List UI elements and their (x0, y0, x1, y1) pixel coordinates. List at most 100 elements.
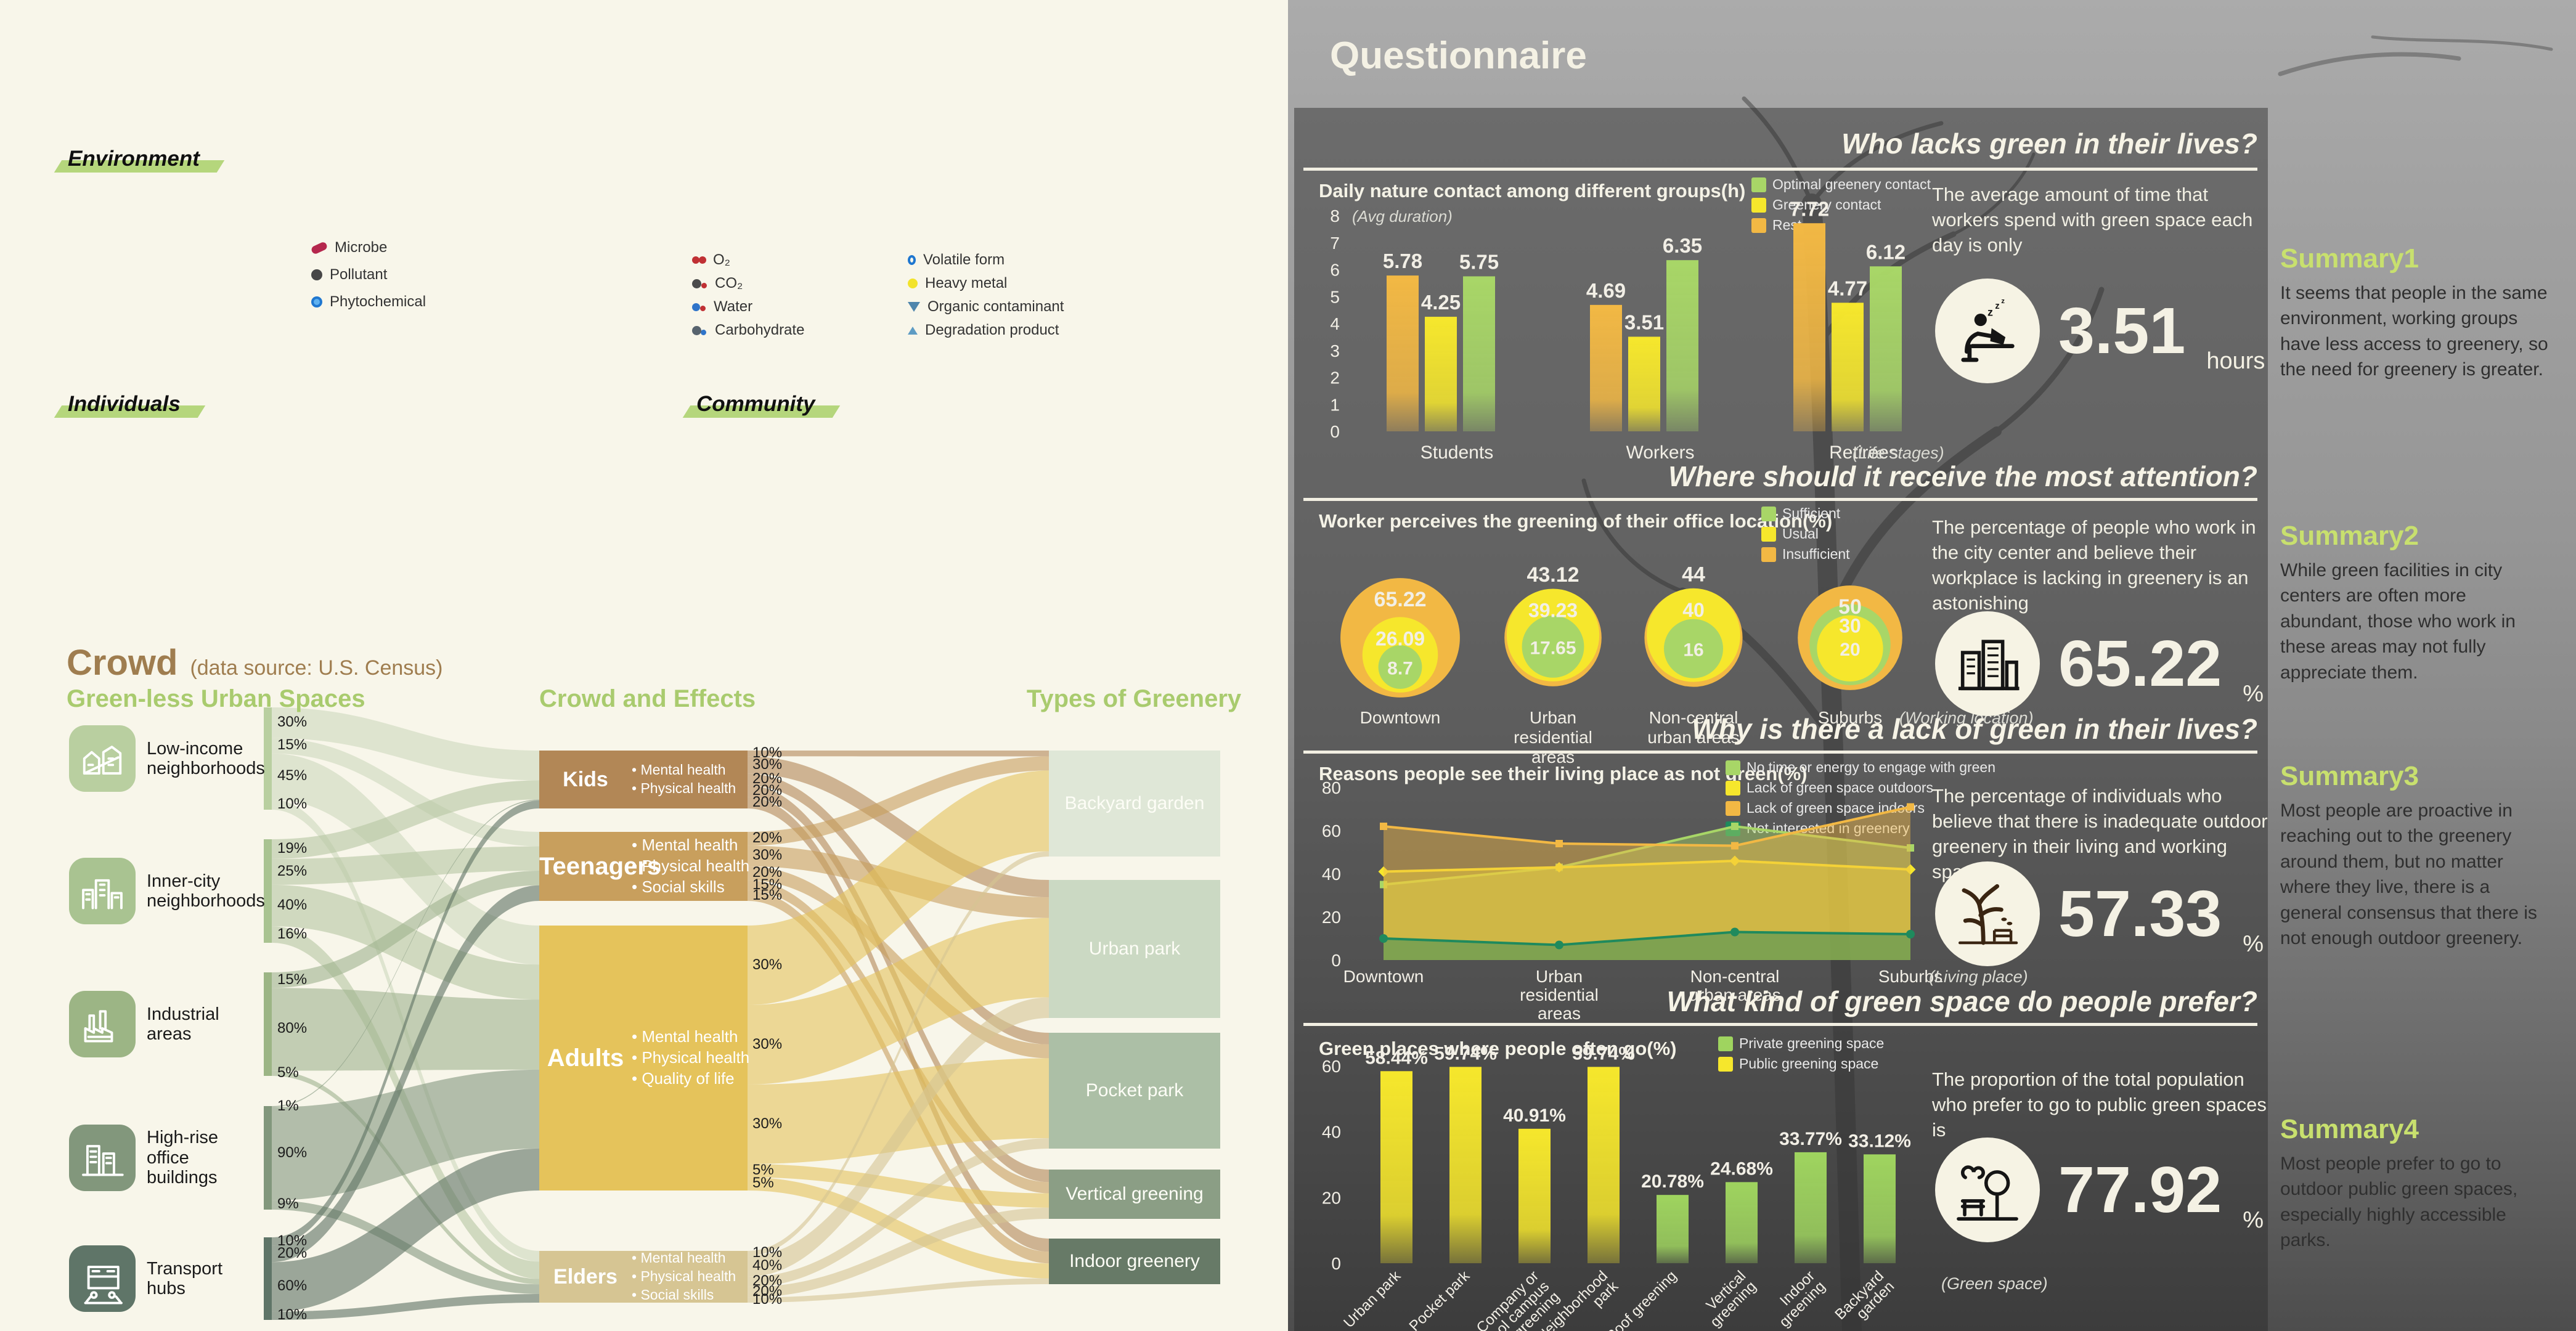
sankey-type-urban-park: Urban park (1049, 880, 1220, 1018)
crowd-title: Crowd (67, 643, 178, 683)
icon-glyph (84, 1010, 113, 1043)
path (1809, 121, 1944, 206)
flow-ribbon (748, 756, 1049, 846)
bubble-value: 43.12 (1526, 563, 1579, 587)
bar (1518, 1128, 1551, 1263)
bar-value: 5.78 (1383, 250, 1422, 272)
bubble-value: 40 (1682, 599, 1705, 621)
area-fill (1384, 932, 1910, 960)
heavy-metal-icon (908, 279, 918, 288)
sankey-group-out-pct: 30% (752, 1035, 783, 1052)
sankey-source-pct: 25% (277, 862, 308, 879)
sankey-group-out-pct: 20% (752, 864, 783, 881)
water-icon (692, 303, 700, 311)
bar-value: 58.44% (1365, 1048, 1428, 1068)
bar-value: 33.12% (1848, 1131, 1911, 1151)
marker-circle (1906, 930, 1915, 938)
flow-ribbon (748, 851, 1049, 1256)
bar-value: 7.72 (1790, 197, 1829, 220)
o2-icon (692, 256, 699, 264)
legend-item: Private greening space (1718, 1035, 1884, 1052)
bar (1832, 303, 1864, 431)
legend-label: Not interested in greenery (1747, 820, 1910, 836)
sankey-source-label: Transport hubs (147, 1258, 223, 1298)
stat4-value: 77.92 (2058, 1154, 2222, 1226)
sankey-group-kids: Kids • Mental health • Physical health (539, 751, 748, 808)
soil-legend: Volatile form Heavy metal Organic contamin… (908, 251, 1064, 339)
chart2-title: Worker perceives the greening of their o… (1319, 510, 1833, 532)
y-tick: 40 (1322, 1123, 1341, 1142)
y-axis-label: (Avg duration) (1352, 207, 1453, 226)
marker-square (1380, 823, 1387, 830)
legend-label: Water (714, 298, 753, 315)
icon-glyph (82, 879, 123, 910)
sankey-group-teenagers: Teenagers • Mental health • Physical healt… (539, 832, 749, 901)
summary4-text: Most people prefer to go to outdoor publ… (2280, 1154, 2518, 1251)
marker-square (1907, 803, 1914, 811)
bar (1590, 304, 1622, 431)
sankey-group-out-pct: 20% (752, 770, 783, 787)
area-fill (1384, 826, 1910, 960)
summary2-title: Summary2 (2280, 521, 2419, 551)
co2-icon (692, 279, 701, 288)
flow-ribbon (272, 988, 539, 1071)
sankey-source-label: Low-income neighborhoods (147, 738, 265, 778)
flow-ribbon (272, 871, 539, 988)
legend-label: Pollutant (330, 266, 388, 283)
group-label: Elders (553, 1264, 618, 1288)
sankey-group-out-pct: 20% (752, 781, 783, 799)
flow-ribbon (748, 1164, 1049, 1208)
withered-tree-icon (1935, 861, 2040, 966)
group-effects: • Mental health • Physical health • Qualit… (632, 1027, 749, 1089)
organic-icon (908, 302, 920, 312)
question-2: Where should it receive the most attenti… (1668, 460, 2257, 492)
x-category-line: Pocket park (1406, 1267, 1473, 1331)
bubble-category: Urban (1530, 708, 1576, 727)
y-tick: 80 (1322, 778, 1341, 797)
sankey-type-indoor-greenery: Indoor greenery (1049, 1239, 1220, 1284)
group-label: Teenagers (539, 852, 661, 880)
path (2278, 52, 2461, 76)
sankey-group-out-pct: 20% (752, 1283, 783, 1300)
y-tick: 8 (1330, 206, 1340, 226)
industrial-icon (84, 1010, 113, 1043)
group-effects: • Mental health • Physical health • Social… (632, 1249, 736, 1305)
marker-circle (1555, 940, 1563, 950)
sankey-source-pct: 10% (277, 1232, 308, 1249)
stat1-unit: hours (2206, 348, 2265, 374)
legend-label: Degradation product (925, 322, 1059, 338)
stat3: 57.33 % (1935, 861, 2264, 966)
legend-swatch (1751, 197, 1766, 213)
stat4: 77.92 % (1935, 1138, 2264, 1242)
sankey-flow-ribbons (272, 707, 1049, 1320)
worker-asleep-icon: z z z (1935, 279, 2040, 383)
path (2371, 35, 2553, 51)
sankey-group-out-pct: 20% (752, 829, 783, 847)
low-income-icon (83, 746, 122, 775)
bar (1864, 1154, 1896, 1263)
volatile-icon (908, 255, 916, 265)
svg-text:z: z (1987, 306, 1993, 318)
legend-item: Insufficient (1761, 546, 1850, 563)
sankey-source-pct: 15% (277, 736, 308, 754)
bar (1657, 1195, 1689, 1263)
bubble-category: Suburbs (1818, 708, 1882, 727)
legend-item: CO₂ (692, 275, 804, 292)
question-4: What kind of green space do people prefe… (1666, 985, 2257, 1017)
sankey-source-label: Inner-city neighborhoods (147, 871, 265, 911)
chart3-legend: No time or energy to engage with green La… (1726, 759, 1995, 837)
legend-swatch (1761, 526, 1776, 542)
question-1: Who lacks green in their lives? (1841, 128, 2257, 160)
rule-4 (1303, 1023, 2257, 1026)
bar (1449, 1067, 1482, 1263)
chart4-legend: Private greening space Public greening sp… (1718, 1035, 1884, 1072)
flow-ribbon (748, 756, 1049, 898)
flow-ribbon (272, 799, 539, 1107)
legend-swatch (1761, 506, 1776, 521)
sankey-type-backyard-garden: Backyard garden (1049, 751, 1220, 857)
summary1-text: It seems that people in the same environ… (2280, 283, 2548, 380)
bubble-category: residential (1514, 728, 1592, 747)
rule-1 (1303, 168, 2257, 171)
sankey-group-out-pct: 30% (752, 956, 783, 973)
stat1-value: 3.51 (2058, 295, 2186, 367)
